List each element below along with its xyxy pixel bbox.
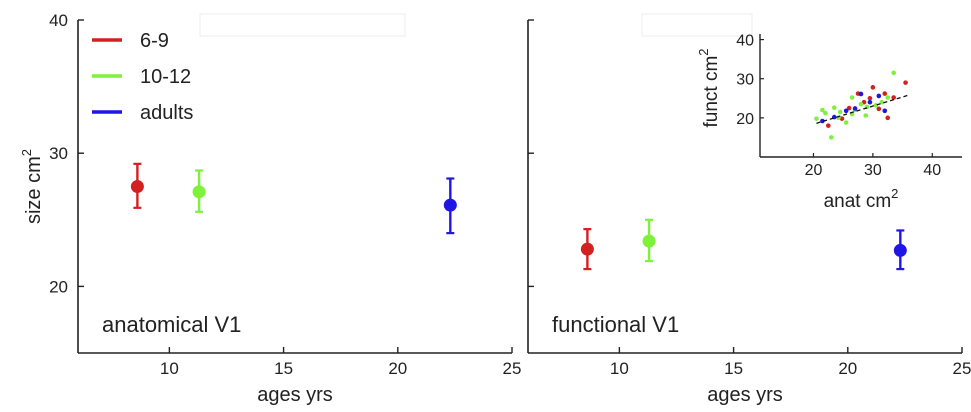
x-axis-label: ages yrs: [707, 384, 783, 406]
inset-point-adults: [867, 99, 873, 105]
inset-y-tick-label: 20: [736, 111, 754, 128]
inset-background: [760, 20, 962, 157]
inset-point-6-9: [885, 115, 891, 121]
data-point-adults: [443, 198, 457, 212]
inset-y-tick-label: 40: [736, 33, 754, 50]
inset-x-axis-label-text: anat cm: [824, 191, 892, 212]
inset-point-6-9: [839, 116, 845, 121]
legend-label-6-9: 6-9: [140, 30, 169, 52]
inset-point-10-12: [858, 101, 864, 107]
inset-point-adults: [882, 108, 888, 114]
y-axis-label: size cm2: [19, 149, 45, 224]
inset-point-10-12: [843, 120, 849, 125]
y-tick-label: 30: [49, 144, 68, 163]
data-point-10-12: [192, 185, 206, 199]
inset-point-6-9: [870, 85, 876, 90]
inset-point-10-12: [828, 135, 834, 140]
x-tick-label: 20: [838, 359, 857, 378]
y-axis-label-text: size cm: [23, 156, 45, 224]
inset-fit-line: [816, 94, 909, 124]
inset-x-axis-label: anat cm2: [824, 186, 899, 212]
inset-point-adults: [820, 118, 825, 124]
inset-point-adults: [852, 106, 858, 111]
inset-point-10-12: [863, 113, 869, 118]
inset-x-axis-label-sup: 2: [891, 186, 898, 201]
inset-y-axis-label: funct cm2: [696, 48, 722, 127]
inset-x-tick-label: 20: [805, 162, 823, 179]
inset-point-10-12: [891, 70, 896, 76]
y-tick-label: 20: [49, 277, 68, 296]
x-tick-label: 15: [724, 359, 743, 378]
inset-point-6-9: [867, 95, 873, 101]
legend-label-adults: adults: [140, 102, 193, 124]
x-tick-label: 15: [274, 359, 293, 378]
inset-y-axis-label-sup: 2: [696, 48, 711, 55]
y-tick-label: 40: [49, 11, 68, 30]
inset-point-10-12: [849, 95, 855, 100]
panel-title: functional V1: [552, 312, 679, 337]
inset-point-6-9: [882, 91, 888, 96]
inset-point-10-12: [879, 99, 885, 105]
x-axis-label: ages yrs: [257, 384, 333, 406]
inset-point-10-12: [885, 95, 891, 100]
inset-y-tick-label: 30: [736, 72, 754, 89]
placeholder-box: [199, 13, 406, 37]
inset-point-6-9: [846, 105, 852, 111]
data-point-6-9: [580, 242, 594, 256]
legend-label-10-12: 10-12: [140, 66, 191, 88]
inset-point-10-12: [823, 110, 828, 116]
inset-point-adults: [876, 93, 882, 99]
inset-point-adults: [858, 91, 864, 97]
legend: 6-9 10-12 adults: [92, 30, 193, 124]
x-tick-label: 20: [388, 359, 407, 378]
data-point-10-12: [642, 234, 656, 248]
inset-y-axis-label-text: funct cm: [701, 56, 722, 128]
inset-point-6-9: [903, 80, 908, 85]
inset-x-tick-label: 30: [864, 162, 882, 179]
inset-point-6-9: [876, 106, 882, 112]
inset-point-10-12: [820, 107, 825, 113]
panel-functional: 10 15 20 25 ages yrs functional V1: [527, 13, 971, 406]
inset-point-adults: [843, 108, 849, 114]
inset-point-10-12: [837, 109, 843, 115]
x-tick-label: 25: [503, 359, 522, 378]
panel-title: anatomical V1: [102, 312, 241, 337]
x-tick-label: 10: [160, 359, 179, 378]
data-point-adults: [893, 243, 907, 257]
panel-anatomical: 10 15 20 25 20 30 40 ages yrs size cm2 anatomical…: [19, 11, 521, 406]
inset-point-6-9: [826, 123, 831, 128]
inset-x-tick-label: 40: [923, 162, 941, 179]
y-axis-label-sup: 2: [19, 149, 34, 156]
placeholder-box: [641, 13, 753, 37]
data-point-6-9: [130, 180, 144, 193]
x-tick-label: 25: [953, 359, 971, 378]
x-tick-label: 10: [610, 359, 629, 378]
inset-point-10-12: [831, 105, 837, 110]
inset-point-6-9: [891, 95, 896, 100]
inset-point-10-12: [814, 116, 819, 121]
